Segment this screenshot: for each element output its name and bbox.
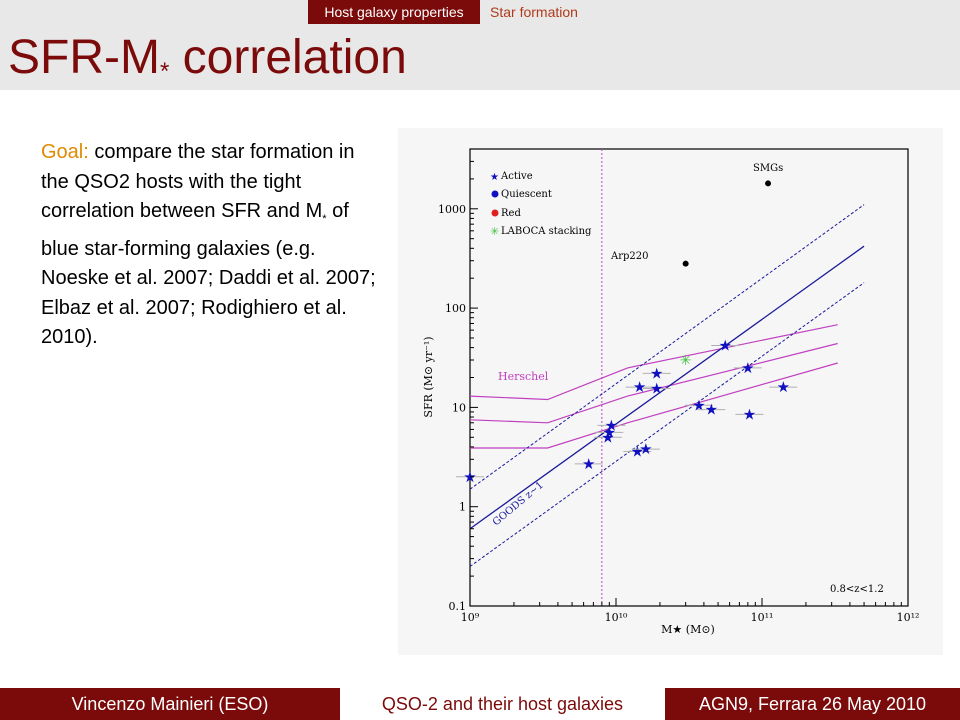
smgs-point-0 — [765, 180, 772, 187]
laboca-point-0: ✳ — [680, 353, 692, 369]
active-point-7: ★ — [633, 378, 646, 396]
herschel-curve-2 — [470, 362, 838, 449]
arp220-point-0 — [682, 260, 689, 267]
legend-quiescent-marker — [491, 190, 499, 198]
goal-text-sub: * — [322, 213, 327, 225]
goods-lower-line — [469, 282, 865, 567]
x-axis-label: M★ (M⊙) — [661, 623, 715, 636]
active-point-1: ★ — [582, 455, 595, 473]
arp220-label: Arp220 — [610, 251, 649, 262]
active-point-9: ★ — [650, 364, 663, 382]
sfr-mass-figure: ★ ★ ★ ★ ★ ★ ★ ★ ★ ★ ★ ★ ★ ★ ★ ★ ✳ 10⁹ 10¹⁰ 10¹¹ 10¹² 0.1 1 10 1… — [398, 128, 943, 655]
sfr-mass-chart: ★★★★★★★★ ★★★★★★★★✳ 10⁹ 10¹⁰ 10¹¹ 10¹²0.11101… — [398, 128, 943, 655]
footer-talk-title: QSO-2 and their host galaxies — [340, 688, 665, 720]
legend-red-label: Red — [501, 208, 521, 219]
figure-background — [398, 128, 943, 655]
legend-quiescent-label: Quiescent — [501, 189, 552, 200]
tab-host-galaxy-properties[interactable]: Host galaxy properties — [308, 0, 480, 24]
y-tick-label-0: 0.1 — [449, 600, 467, 613]
active-point-5: ★ — [631, 442, 644, 460]
y-tick-label-4: 1000 — [438, 203, 466, 216]
active-point-8: ★ — [650, 379, 663, 397]
legend-active-marker: ★ — [490, 172, 499, 183]
active-point-14: ★ — [743, 405, 756, 423]
legend-laboca-marker: ✳ — [490, 225, 499, 238]
active-point-4: ★ — [605, 416, 618, 434]
legend: ★ Active Quiescent Red ✳ LABOCA stacking — [490, 171, 592, 238]
active-point-15: ★ — [777, 378, 790, 396]
footer-bar: Vincenzo Mainieri (ESO) QSO-2 and their … — [0, 688, 960, 720]
x-tick-label-0: 10⁹ — [461, 611, 480, 624]
goal-paragraph: Goal: compare the star formation in the … — [41, 138, 386, 353]
active-point-3: ★ — [603, 423, 616, 441]
herschel-label: Herschel — [498, 370, 549, 383]
title-suffix: correlation — [169, 31, 407, 84]
active-point-6: ★ — [639, 440, 652, 458]
smgs-label: SMGs — [753, 163, 783, 174]
y-tick-label-3: 100 — [445, 302, 466, 315]
x-tick-label-1: 10¹⁰ — [605, 611, 628, 624]
redshift-annotation: 0.8<z<1.2 — [830, 584, 884, 595]
title-sub: * — [159, 58, 170, 85]
herschel-curve-0 — [469, 324, 838, 401]
header-bar: Host galaxy properties Star formation SF… — [0, 0, 960, 90]
active-point-11: ★ — [705, 401, 718, 419]
footer-event: AGN9, Ferrara 26 May 2010 — [698, 694, 927, 714]
y-axis-label: SFR (M⊙ yr⁻¹) — [422, 336, 435, 417]
footer-author: Vincenzo Mainieri (ESO) — [71, 694, 269, 714]
legend-active-label: Active — [500, 171, 533, 182]
active-point-13: ★ — [741, 359, 754, 377]
title-prefix: SFR-M — [8, 31, 160, 84]
legend-red-marker — [491, 209, 499, 217]
goods-fit-line — [469, 245, 865, 530]
x-tick-label-2: 10¹¹ — [751, 611, 774, 624]
goal-label: Goal: — [41, 141, 89, 163]
slide-title: SFR-M* correlation — [8, 26, 407, 104]
goal-text-2: of blue star-forming galaxies (e.g. Noes… — [41, 200, 376, 348]
tab-star-formation[interactable]: Star formation — [490, 4, 578, 20]
y-tick-label-1: 1 — [459, 501, 466, 514]
x-tick-label-3: 10¹² — [897, 611, 920, 624]
legend-laboca-label: LABOCA stacking — [501, 226, 592, 237]
active-point-12: ★ — [719, 337, 732, 355]
herschel-curve-1 — [469, 342, 838, 424]
goods-upper-line — [469, 204, 865, 490]
y-tick-label-2: 10 — [452, 401, 466, 414]
goal-text-1: compare the star formation in the QSO2 h… — [41, 141, 355, 222]
